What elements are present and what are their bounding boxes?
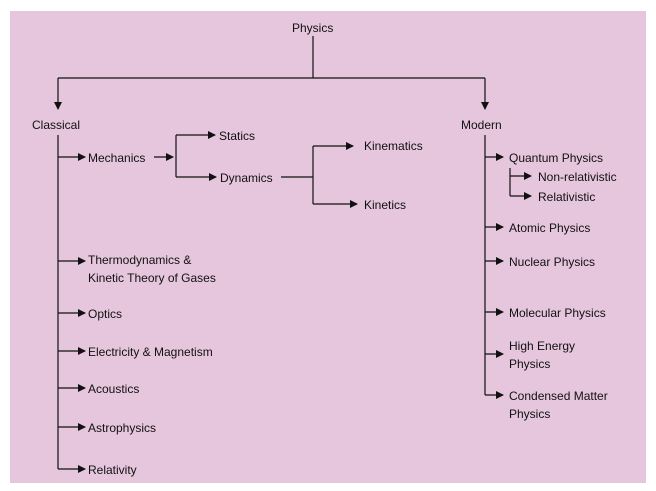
node-dynamics: Dynamics bbox=[220, 171, 273, 185]
node-thermodynamics: Thermodynamics & Kinetic Theory of Gases bbox=[88, 253, 216, 285]
connector-lines bbox=[54, 36, 532, 473]
node-electricity-magnetism: Electricity & Magnetism bbox=[88, 345, 213, 359]
node-kinematics: Kinematics bbox=[364, 139, 423, 153]
node-astrophysics: Astrophysics bbox=[88, 421, 157, 435]
node-relativistic: Relativistic bbox=[538, 190, 596, 204]
node-acoustics: Acoustics bbox=[88, 382, 140, 396]
node-nuclear-physics: Nuclear Physics bbox=[509, 255, 596, 269]
physics-branches-diagram: Physics Classical Modern Mechanics Therm… bbox=[10, 11, 646, 483]
node-kinetics: Kinetics bbox=[364, 198, 407, 212]
node-molecular-physics: Molecular Physics bbox=[509, 306, 606, 320]
node-physics: Physics bbox=[292, 21, 334, 35]
node-relativity: Relativity bbox=[88, 463, 137, 477]
node-non-relativistic: Non-relativistic bbox=[538, 170, 617, 184]
node-modern: Modern bbox=[461, 118, 502, 132]
node-mechanics: Mechanics bbox=[88, 151, 146, 165]
node-condensed-matter-physics: Condensed Matter Physics bbox=[509, 389, 608, 421]
node-statics: Statics bbox=[219, 129, 256, 143]
node-high-energy-physics: High Energy Physics bbox=[509, 339, 576, 371]
node-optics: Optics bbox=[88, 307, 123, 321]
node-quantum-physics: Quantum Physics bbox=[509, 151, 604, 165]
node-classical: Classical bbox=[32, 118, 81, 132]
node-atomic-physics: Atomic Physics bbox=[509, 221, 591, 235]
